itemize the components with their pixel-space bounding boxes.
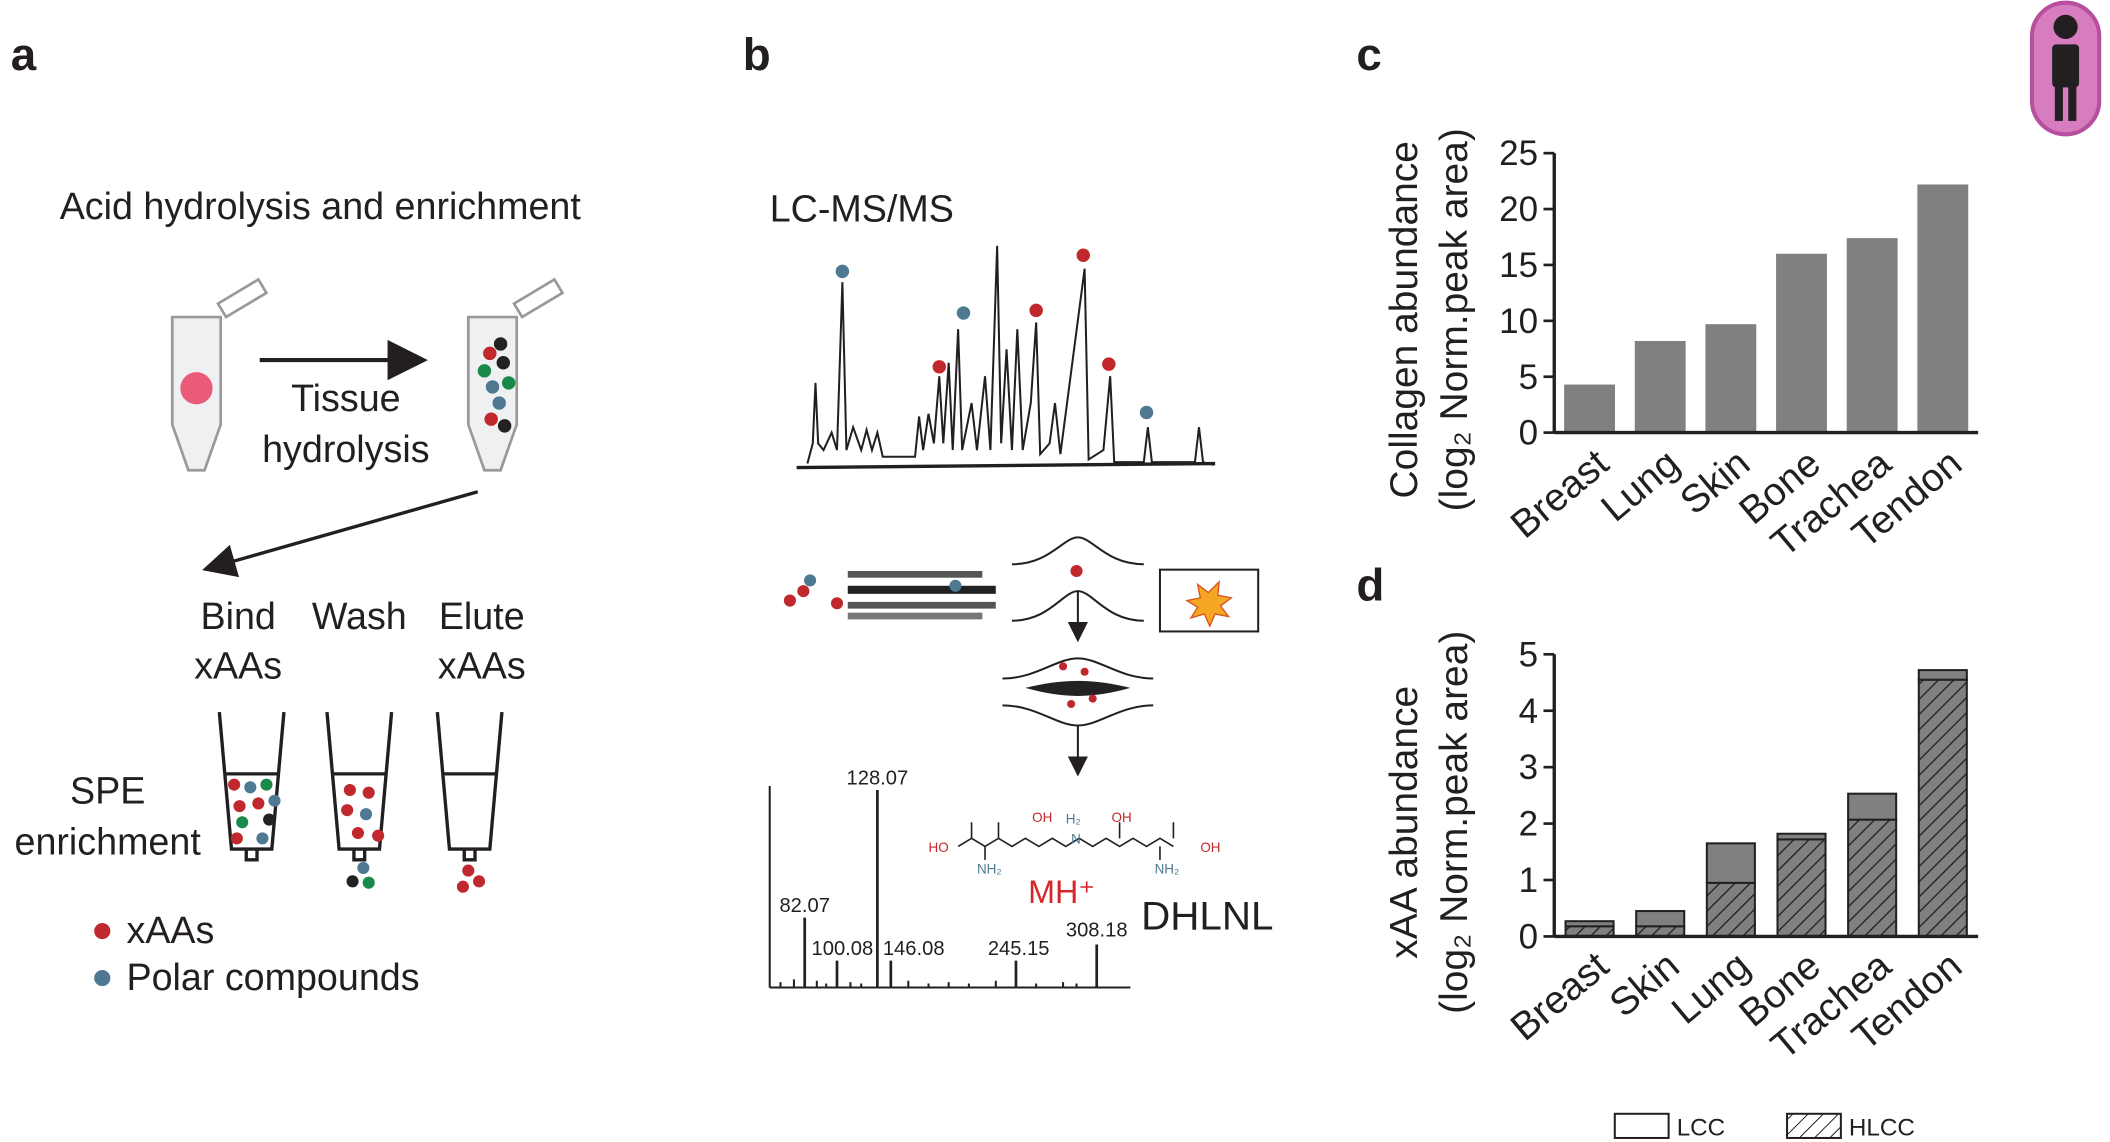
bar-segment [1776,832,1827,841]
panel-label: c [1356,29,1381,80]
y-tick-label: 2 [1519,805,1538,844]
legend-label: LCC [1677,1114,1725,1141]
step-label: enrichment [15,821,202,863]
atom-label: H₂ [1066,812,1081,827]
column-label: xAAs [438,645,526,687]
instrument [783,536,1260,777]
y-tick-label: 0 [1519,918,1538,957]
bar-segment [1847,818,1898,938]
dots [477,337,516,433]
peak-label: 245.15 [988,938,1050,960]
atom-label: OH [1032,810,1052,825]
compound-label: DHLNL [1141,893,1273,939]
y-tick-label: 15 [1499,246,1538,285]
peak-label: 128.07 [847,768,909,790]
bar-segment [1705,842,1756,884]
column-label: xAAs [194,645,282,687]
panel-title: Acid hydrolysis and enrichment [60,185,582,227]
y-tick-label: 10 [1499,302,1538,341]
column-label: Wash [312,595,407,637]
atom-label: HO [929,840,949,855]
bar-segment [1847,792,1898,821]
cartridge [217,711,504,862]
axis-title: Collagen abundance [1383,141,1426,498]
column-label: Bind [200,595,275,637]
bar [1705,324,1757,433]
axis-title: (log₂ Norm.peak area) [1433,128,1476,511]
legend-label: Polar compounds [126,956,419,998]
y-tick-label: 5 [1519,635,1538,674]
legend-marker [94,923,111,940]
y-tick-label: 0 [1519,414,1538,453]
chromatogram [806,245,1215,466]
atom-label: OH [1112,810,1132,825]
bar [1564,384,1615,433]
atom-label: N [1071,832,1081,847]
bar-segment [1917,678,1968,938]
dots [835,248,1154,420]
person-icon [2029,0,2102,137]
chart: c Collagen abundance (log₂ Norm.peak area)… [1356,29,1979,565]
y-tick-label: 4 [1519,692,1538,731]
bar-segment [1917,669,1968,681]
arrow [202,490,479,578]
panel-title: LC-MS/MS [770,188,954,230]
peak-label: 146.08 [883,938,945,960]
legend-label: HLCC [1849,1114,1915,1141]
y-tick-label: 1 [1519,861,1538,900]
legend-marker [94,970,111,987]
bar-segment [1705,881,1756,938]
y-tick-label: 25 [1499,134,1538,173]
axis-title: xAA abundance [1383,686,1426,959]
ion-label: MH⁺ [1028,874,1095,910]
column-label: Elute [439,595,525,637]
atom-label: NH₂ [1155,861,1180,876]
spectrum [768,785,1131,989]
step-label: hydrolysis [262,428,429,470]
bar [1634,340,1686,433]
peak-label: 82.07 [779,895,829,917]
panel-b: b LC-MS/MS 82.07 100.08 128.07 146.08 24… [743,29,1273,989]
panel-a: a Acid hydrolysis and enrichment Tissue … [11,29,582,998]
legend-swatch [1613,1112,1670,1139]
panel-label: a [11,29,37,80]
step-label: Tissue [291,377,401,419]
atom-label: NH₂ [977,861,1002,876]
tissue [180,372,213,405]
bar [1917,184,1969,433]
y-tick-label: 5 [1519,358,1538,397]
bar [1846,238,1898,433]
legend-swatch [1786,1112,1842,1139]
step-label: SPE [70,769,145,811]
panel-label: b [743,29,771,80]
legend-label: xAAs [126,909,214,951]
peak-label: 100.08 [812,938,874,960]
panel-label: d [1356,560,1384,611]
chart: d xAA abundance (log₂ Norm.peak area) 0 1 2 3 4… [1356,560,1979,1141]
axis [796,461,1216,470]
y-tick-label: 20 [1499,190,1538,229]
x-tick-label: Lung [1593,442,1687,531]
axis-title: (log₂ Norm.peak area) [1433,631,1476,1014]
bar-segment [1564,920,1615,928]
bar-segment [1776,838,1827,938]
peak-label: 308.18 [1066,919,1128,941]
bar [1776,253,1827,433]
bar-segment [1635,910,1686,928]
structure [957,822,1175,860]
atom-label: OH [1200,840,1220,855]
dots [228,778,486,893]
x-tick-label: Breast [1503,944,1617,1049]
y-tick-label: 3 [1519,748,1538,787]
